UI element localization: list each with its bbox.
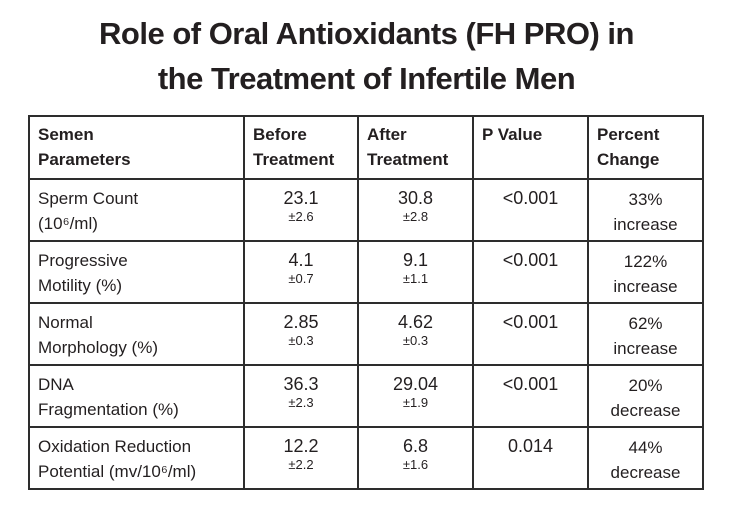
before-sd: ±0.3 — [288, 333, 314, 348]
cell-p-value: <0.001 — [472, 240, 589, 304]
change-value: 33% — [628, 190, 663, 209]
before-value: 23.1 — [283, 188, 319, 208]
after-value: 9.1 — [402, 250, 429, 270]
parameter-label: Sperm Count — [38, 189, 139, 208]
page-title-line1: Role of Oral Antioxidants (FH PRO) in — [99, 16, 634, 51]
cell-percent-change: 20% decrease — [587, 364, 704, 428]
header-text: Treatment — [367, 150, 449, 169]
before-value: 36.3 — [283, 374, 319, 394]
after-sd: ±2.8 — [402, 209, 429, 224]
cell-parameter: Normal Morphology (%) — [28, 302, 245, 366]
cell-after-treatment: 30.8 ±2.8 — [357, 178, 474, 242]
parameter-unit: Fragmentation (%) — [38, 400, 179, 419]
page-title: Role of Oral Antioxidants (FH PRO) in th… — [0, 11, 733, 101]
cell-percent-change: 33% increase — [587, 178, 704, 242]
change-direction: increase — [613, 215, 678, 234]
header-text: After — [367, 125, 407, 144]
before-value: 2.85 — [283, 312, 319, 332]
before-sd: ±2.2 — [288, 457, 314, 472]
results-table: Semen Parameters Before Treatment After … — [28, 115, 704, 490]
table-row-dna-fragmentation: DNA Fragmentation (%) 36.3 ±2.3 29.04 ±1… — [28, 364, 704, 428]
change-value: 20% — [628, 376, 663, 395]
before-value: 12.2 — [283, 436, 319, 456]
cell-parameter: DNA Fragmentation (%) — [28, 364, 245, 428]
table-row-sperm-count: Sperm Count (10⁶/ml) 23.1 ±2.6 30.8 ±2.8… — [28, 178, 704, 242]
header-text: Change — [597, 150, 660, 169]
change-value: 62% — [628, 314, 663, 333]
table-row-oxidation-reduction-potential: Oxidation Reduction Potential (mv/10⁶/ml… — [28, 426, 704, 490]
cell-p-value: <0.001 — [472, 178, 589, 242]
cell-after-treatment: 29.04 ±1.9 — [357, 364, 474, 428]
cell-parameter: Oxidation Reduction Potential (mv/10⁶/ml… — [28, 426, 245, 490]
cell-parameter: Progressive Motility (%) — [28, 240, 245, 304]
after-sd: ±1.6 — [402, 457, 429, 472]
after-value: 30.8 — [397, 188, 434, 208]
before-value: 4.1 — [288, 250, 314, 270]
column-header-semen-parameters: Semen Parameters — [28, 115, 245, 180]
parameter-unit: Morphology (%) — [38, 338, 158, 357]
change-value: 44% — [628, 438, 663, 457]
table-row-progressive-motility: Progressive Motility (%) 4.1 ±0.7 9.1 ±1… — [28, 240, 704, 304]
parameter-label: Normal — [38, 313, 93, 332]
parameter-label: Progressive — [38, 251, 128, 270]
header-text: P Value — [482, 125, 543, 144]
before-sd: ±2.6 — [288, 209, 314, 224]
cell-before-treatment: 23.1 ±2.6 — [243, 178, 359, 242]
header-text: Before — [253, 125, 307, 144]
cell-parameter: Sperm Count (10⁶/ml) — [28, 178, 245, 242]
change-direction: increase — [613, 277, 678, 296]
change-direction: increase — [613, 339, 678, 358]
parameter-label: Oxidation Reduction — [38, 437, 192, 456]
change-direction: decrease — [610, 463, 681, 482]
parameter-unit: Potential (mv/10⁶/ml) — [38, 462, 197, 481]
parameter-unit: (10⁶/ml) — [38, 214, 98, 233]
cell-before-treatment: 36.3 ±2.3 — [243, 364, 359, 428]
cell-percent-change: 44% decrease — [587, 426, 704, 490]
header-text: Parameters — [38, 150, 131, 169]
cell-percent-change: 122% increase — [587, 240, 704, 304]
after-value: 6.8 — [402, 436, 429, 456]
cell-percent-change: 62% increase — [587, 302, 704, 366]
header-row: Semen Parameters Before Treatment After … — [28, 115, 704, 180]
column-header-after-treatment: After Treatment — [357, 115, 474, 180]
after-sd: ±1.9 — [402, 395, 429, 410]
cell-before-treatment: 4.1 ±0.7 — [243, 240, 359, 304]
header-text: Percent — [597, 125, 660, 144]
cell-after-treatment: 9.1 ±1.1 — [357, 240, 474, 304]
table-row-normal-morphology: Normal Morphology (%) 2.85 ±0.3 4.62 ±0.… — [28, 302, 704, 366]
header-text: Semen — [38, 125, 94, 144]
cell-p-value: 0.014 — [472, 426, 589, 490]
parameter-unit: Motility (%) — [38, 276, 123, 295]
after-sd: ±0.3 — [402, 333, 429, 348]
cell-after-treatment: 4.62 ±0.3 — [357, 302, 474, 366]
page-title-line2: the Treatment of Infertile Men — [157, 61, 576, 96]
header-text: Treatment — [253, 150, 335, 169]
before-sd: ±0.7 — [288, 271, 314, 286]
cell-before-treatment: 2.85 ±0.3 — [243, 302, 359, 366]
column-header-p-value: P Value — [472, 115, 589, 180]
before-sd: ±2.3 — [288, 395, 314, 410]
parameter-label: DNA — [38, 375, 74, 394]
change-direction: decrease — [610, 401, 681, 420]
cell-p-value: <0.001 — [472, 364, 589, 428]
cell-before-treatment: 12.2 ±2.2 — [243, 426, 359, 490]
cell-after-treatment: 6.8 ±1.6 — [357, 426, 474, 490]
after-sd: ±1.1 — [402, 271, 429, 286]
after-value: 4.62 — [397, 312, 434, 332]
cell-p-value: <0.001 — [472, 302, 589, 366]
column-header-percent-change: Percent Change — [587, 115, 704, 180]
after-value: 29.04 — [392, 374, 439, 394]
change-value: 122% — [623, 252, 668, 271]
column-header-before-treatment: Before Treatment — [243, 115, 359, 180]
